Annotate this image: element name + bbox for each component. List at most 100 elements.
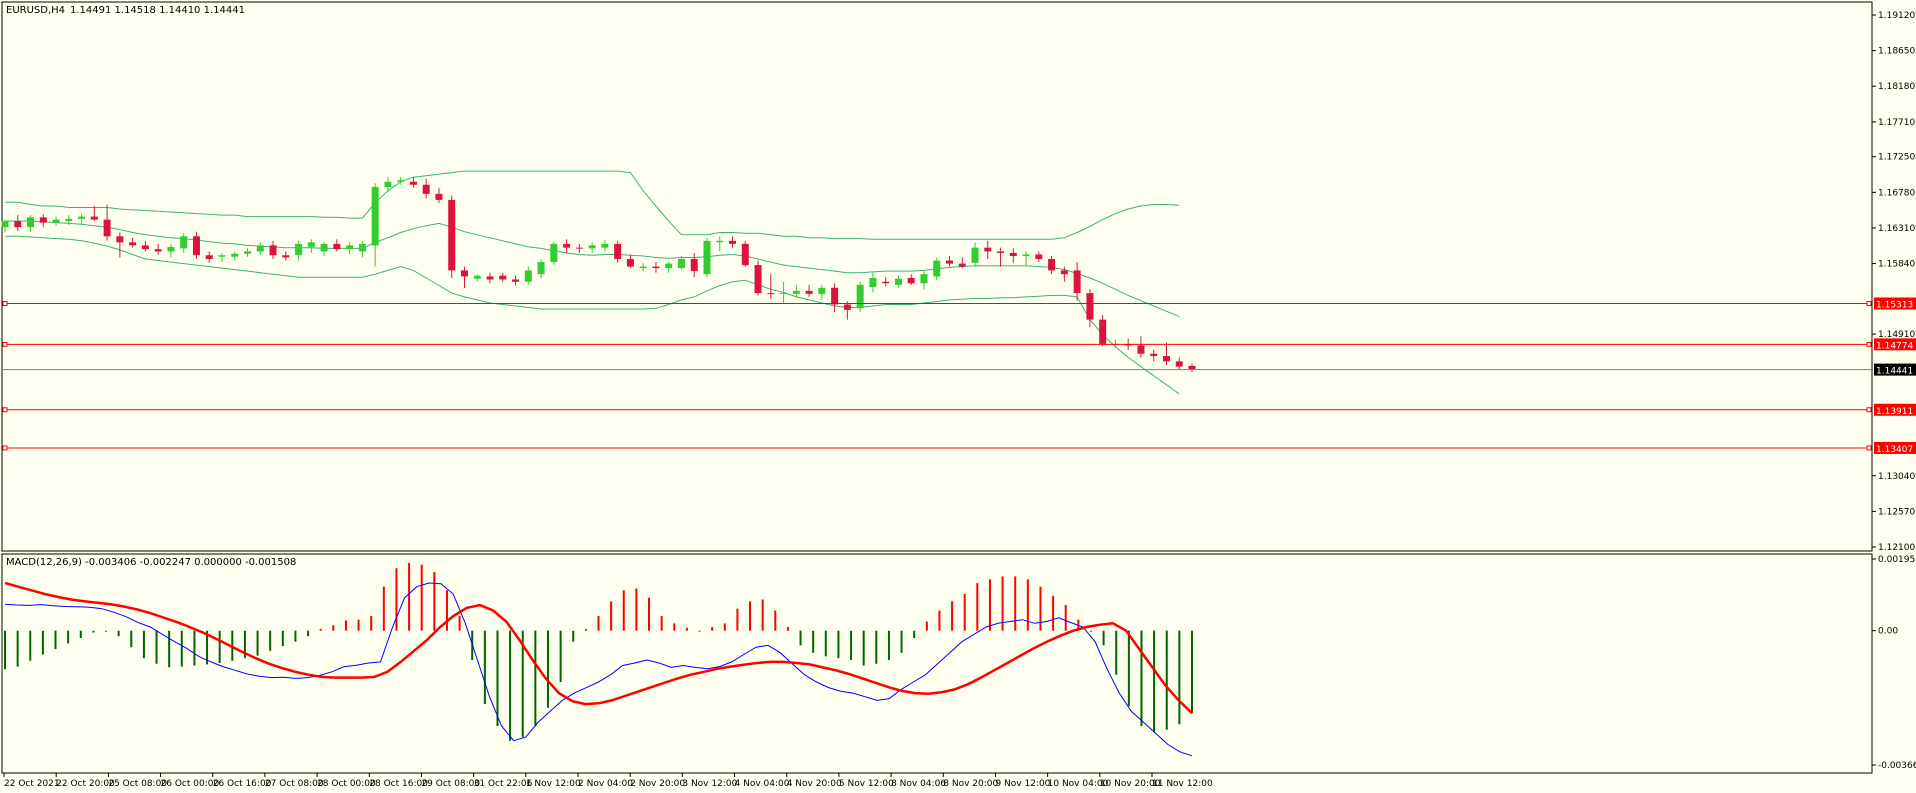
candle [269, 240, 277, 260]
level-line[interactable]: 1.15313 [2, 297, 1916, 311]
level-right-handle[interactable] [1866, 445, 1872, 451]
time-tick-label: 5 Nov 12:00 [839, 779, 894, 789]
candle [958, 257, 966, 269]
macd-pane[interactable] [4, 562, 1193, 757]
level-left-handle[interactable] [2, 341, 8, 347]
candle-body [575, 247, 583, 249]
macd-lines [4, 581, 1193, 757]
candle-body [754, 265, 762, 294]
candle-body [831, 287, 839, 305]
candle [1137, 336, 1145, 358]
level-line[interactable]: 1.14774 [2, 338, 1916, 351]
time-tick-label: 10 Nov 20:00 [1100, 779, 1161, 789]
candle [435, 187, 443, 203]
candle [346, 242, 354, 255]
candle [116, 232, 124, 258]
price-tick-label: 1.13040 [1878, 472, 1915, 482]
candle [716, 236, 724, 252]
candle [907, 274, 915, 285]
level-line[interactable]: 1.13911 [2, 403, 1916, 417]
candle [244, 248, 252, 257]
price-pane[interactable]: 1.15313 1.14774 1.13911 1.13407 1.14441 [1, 170, 1916, 455]
macd-line [4, 582, 1193, 757]
candle-body [473, 275, 481, 279]
candle-body [167, 246, 175, 252]
candle-body [997, 251, 1005, 253]
candle [550, 242, 558, 266]
candle [843, 301, 851, 320]
candle [792, 284, 800, 297]
candle [1188, 363, 1196, 372]
candle-body [907, 277, 915, 284]
candle-body [244, 251, 252, 254]
level-right-handle[interactable] [1866, 301, 1872, 307]
lower-band-line [5, 235, 1180, 395]
candle [371, 183, 379, 267]
candle [295, 240, 303, 261]
candle-body [269, 245, 277, 256]
candle [397, 177, 405, 185]
candle [537, 259, 545, 278]
candle-body [1162, 356, 1170, 362]
candle-body [1188, 365, 1196, 370]
candle-body [1099, 319, 1107, 344]
time-tick-label: 28 Oct 16:00 [369, 779, 428, 789]
candle [52, 216, 60, 226]
candle [754, 260, 762, 296]
macd-tick-label: 0.00 [1878, 627, 1898, 637]
candle [1086, 289, 1094, 328]
candle [307, 239, 315, 253]
candle [512, 275, 520, 286]
candle [894, 275, 902, 288]
candle-body [818, 287, 826, 294]
time-tick-label: 26 Oct 16:00 [213, 779, 272, 789]
candle-body [920, 274, 928, 284]
candle [448, 195, 456, 278]
level-right-handle[interactable] [1866, 407, 1872, 413]
level-line[interactable]: 1.13407 [2, 441, 1916, 455]
price-tick-label: 1.19120 [1878, 11, 1915, 21]
candle [767, 274, 775, 299]
candle [231, 251, 239, 261]
price-tick-label: 1.18650 [1878, 47, 1915, 57]
candle [1175, 357, 1183, 370]
level-right-handle[interactable] [1866, 341, 1872, 347]
macd-tick-label: 0.001954 [1878, 555, 1916, 565]
level-left-handle[interactable] [2, 445, 8, 451]
level-left-handle[interactable] [2, 407, 8, 413]
candle-body [1035, 254, 1043, 260]
candle-body [205, 255, 213, 260]
price-tick-label: 1.12570 [1878, 507, 1915, 517]
time-tick-label: 25 Oct 08:00 [108, 779, 167, 789]
price-tick-label: 1.16780 [1878, 188, 1915, 198]
candle [358, 240, 366, 258]
candle [575, 243, 583, 253]
candle [460, 266, 468, 288]
candle-body [716, 240, 724, 243]
candle [741, 240, 749, 267]
candle-body [703, 240, 711, 275]
level-left-handle[interactable] [2, 301, 8, 307]
candle-body [231, 253, 239, 257]
ohlc-readout: 1.14491 1.14518 1.14410 1.14441 [70, 5, 245, 16]
candle [384, 177, 392, 193]
candle-body [448, 199, 456, 271]
candle-body [1048, 259, 1056, 271]
candle-body [1, 221, 9, 228]
candle [971, 242, 979, 267]
candle-body [984, 247, 992, 252]
candle [39, 214, 47, 228]
horizontal-levels[interactable]: 1.15313 1.14774 1.13911 1.13407 1.14441 [2, 297, 1916, 455]
candle [882, 277, 890, 287]
candle [65, 215, 73, 225]
level-price-tag [1874, 297, 1916, 310]
candle-body [499, 275, 507, 280]
candle-body [1009, 252, 1017, 256]
candle-body [614, 243, 622, 260]
candle [729, 236, 737, 248]
candle [1048, 255, 1056, 275]
candle-body [958, 263, 966, 267]
candle [869, 272, 877, 293]
upper-band-line [5, 170, 1180, 240]
